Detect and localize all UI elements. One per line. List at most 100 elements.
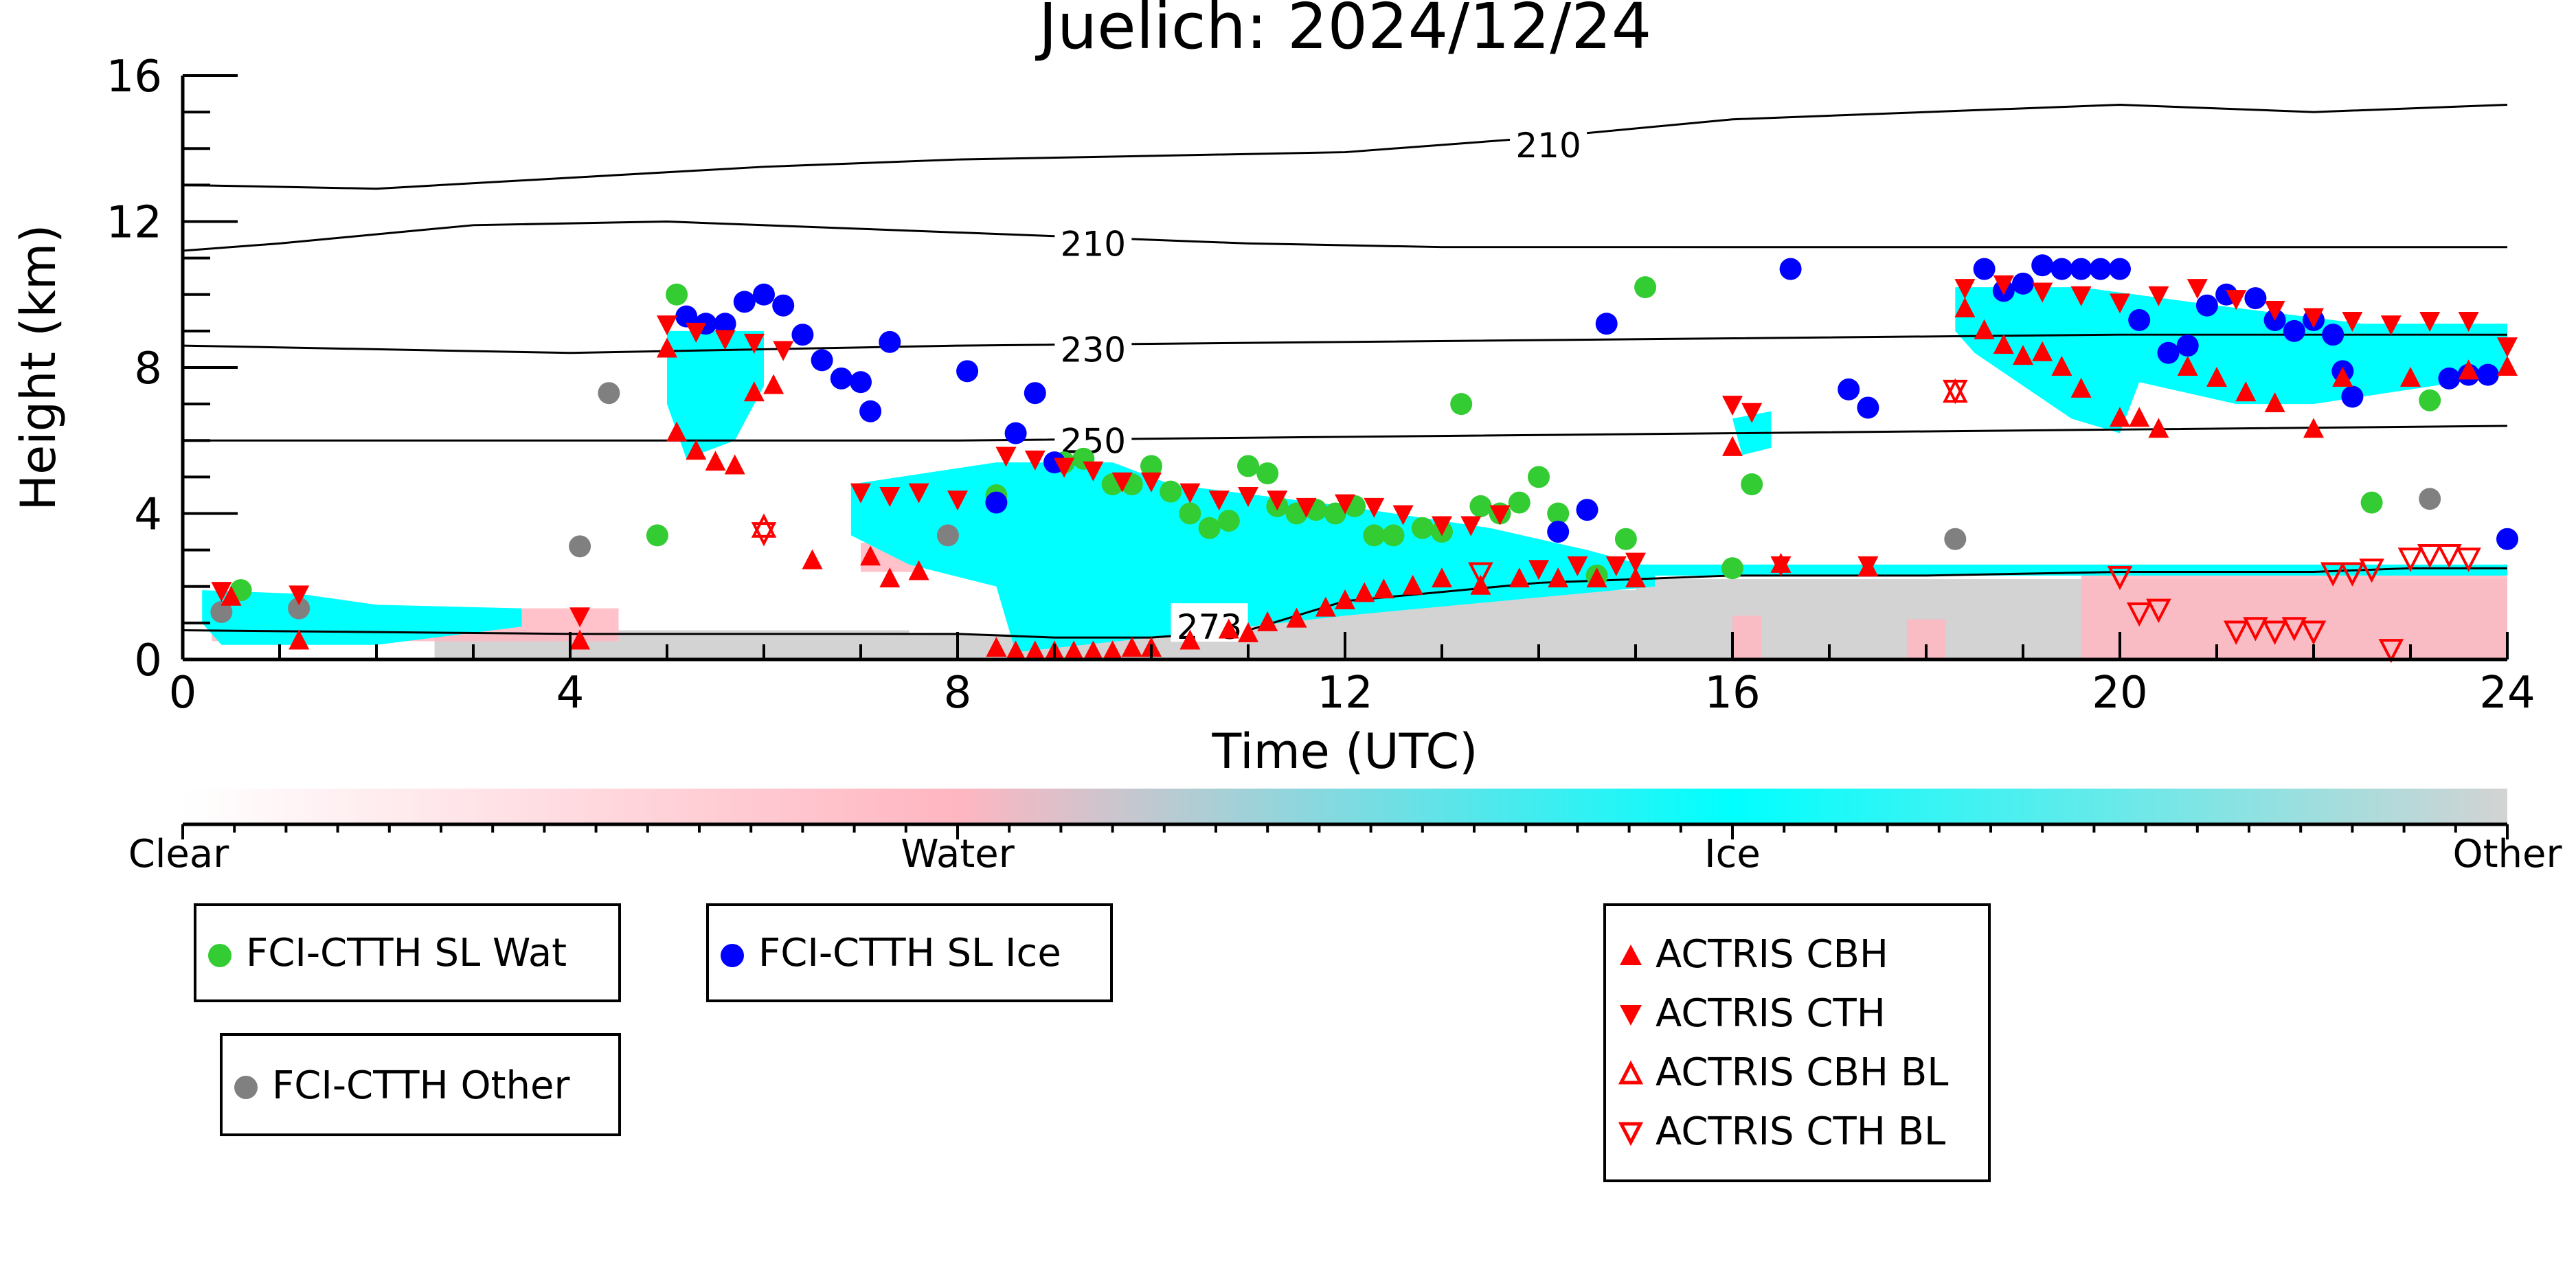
data-point xyxy=(2332,366,2353,387)
data-point xyxy=(802,549,823,569)
data-point xyxy=(791,324,814,346)
data-point xyxy=(1363,524,1386,547)
data-point xyxy=(2264,301,2285,321)
data-point xyxy=(2360,491,2383,514)
data-point xyxy=(1548,567,1569,588)
data-point xyxy=(2177,356,2198,376)
data-point xyxy=(666,283,688,306)
data-point xyxy=(1296,497,1317,518)
legend-label-actris-cth: ACTRIS CTH xyxy=(1656,991,1886,1036)
legend-symbol-fci-wat xyxy=(208,944,231,967)
data-point xyxy=(2320,562,2346,587)
data-point xyxy=(1469,495,1492,517)
data-point xyxy=(2359,558,2384,583)
data-point xyxy=(2032,341,2053,361)
data-point xyxy=(2264,392,2285,413)
data-point xyxy=(1364,497,1385,518)
water-mask-region xyxy=(2081,572,2507,659)
data-point xyxy=(1267,490,1288,511)
y-tick-label: 8 xyxy=(134,343,162,394)
data-point xyxy=(289,585,310,606)
data-point xyxy=(1257,611,1278,631)
data-point xyxy=(1625,552,1646,573)
data-point xyxy=(2070,258,2092,280)
marker-layer xyxy=(210,254,2518,664)
data-point xyxy=(1102,640,1123,661)
data-point xyxy=(859,400,882,422)
data-point xyxy=(811,349,833,372)
isotherm-250 xyxy=(183,425,2507,442)
data-point xyxy=(751,513,777,538)
data-point xyxy=(2012,272,2034,295)
data-point xyxy=(1943,379,1968,405)
data-point xyxy=(850,483,871,504)
data-point xyxy=(2157,341,2180,364)
data-point xyxy=(1005,640,1026,661)
legend-symbol-fci-ice xyxy=(721,944,744,967)
legend-symbol-actris-cbh-bl xyxy=(1618,1060,1644,1085)
data-point xyxy=(1857,556,1879,576)
data-point xyxy=(2341,385,2364,408)
data-point xyxy=(724,454,745,475)
contour-label-background xyxy=(1510,121,1588,160)
data-point xyxy=(2243,617,2268,642)
data-point xyxy=(908,483,929,504)
data-point xyxy=(1083,640,1104,661)
data-point xyxy=(657,315,677,336)
data-point xyxy=(2262,620,2287,645)
isotherm-273 xyxy=(183,567,2507,639)
y-axis-label: Height (km) xyxy=(10,225,67,511)
legend-symbol-actris-cth-bl xyxy=(1618,1122,1644,1146)
data-point xyxy=(1140,455,1162,477)
ice-mask-region xyxy=(850,462,1656,653)
data-point xyxy=(1586,567,1607,588)
data-point xyxy=(956,360,979,383)
data-point xyxy=(2107,565,2133,591)
data-point xyxy=(2497,337,2518,358)
data-point xyxy=(2419,389,2441,411)
data-point xyxy=(598,382,620,405)
data-point xyxy=(2438,367,2461,389)
data-point xyxy=(2340,562,2365,587)
data-point xyxy=(1004,422,1027,444)
data-point xyxy=(2437,543,2462,569)
data-point xyxy=(1993,334,2014,354)
data-point xyxy=(1605,556,1627,576)
data-point xyxy=(1179,483,1201,504)
data-point xyxy=(751,522,777,547)
legend-fci-other: FCI-CTTH Other xyxy=(220,1033,621,1136)
x-tick-label: 12 xyxy=(1317,668,1372,719)
data-point xyxy=(2458,311,2479,332)
data-point xyxy=(1141,472,1162,493)
contour-label-background xyxy=(1054,220,1132,259)
data-point xyxy=(210,600,233,623)
data-point xyxy=(2110,293,2130,314)
y-tick-label: 0 xyxy=(134,635,162,686)
data-point xyxy=(1576,499,1598,521)
legend-label-actris-cbh: ACTRIS CBH xyxy=(1656,932,1889,977)
data-point xyxy=(772,294,795,317)
data-point xyxy=(2303,418,2324,438)
data-point xyxy=(986,637,1007,657)
data-point xyxy=(657,337,677,358)
data-point xyxy=(2176,335,2199,357)
data-point xyxy=(2089,258,2112,280)
data-point xyxy=(1063,640,1085,661)
colorbar-ticks xyxy=(181,824,2509,839)
data-point xyxy=(1382,524,1405,547)
chart-title: Juelich: 2024/12/24 xyxy=(1035,0,1652,63)
data-point xyxy=(1973,258,1996,280)
data-point xyxy=(995,447,1017,467)
legend-label-fci-wat: FCI-CTTH SL Wat xyxy=(246,931,567,975)
contour-label: 230 xyxy=(1061,330,1126,370)
data-point xyxy=(1208,490,1230,511)
data-point xyxy=(1198,517,1221,539)
data-point xyxy=(1392,505,1414,526)
data-point xyxy=(2235,381,2257,402)
colorbar-label-clear: Clear xyxy=(128,832,229,877)
contour-label-background xyxy=(1054,326,1132,365)
data-point xyxy=(1238,622,1258,642)
series-actris-cth-bl xyxy=(751,379,2481,664)
data-point xyxy=(773,341,794,361)
data-point xyxy=(2148,286,2169,306)
